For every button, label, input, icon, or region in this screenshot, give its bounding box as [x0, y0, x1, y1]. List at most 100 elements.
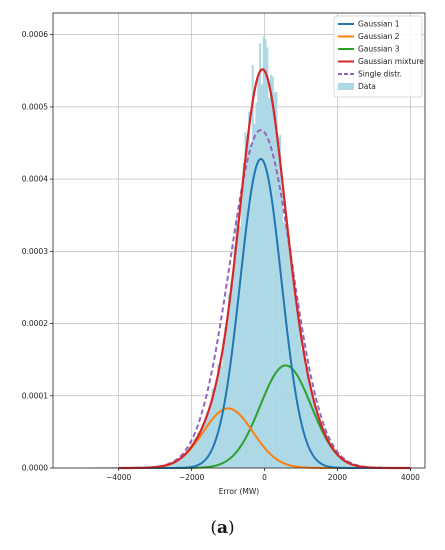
legend-box — [333, 15, 423, 98]
histogram-bar — [306, 367, 309, 468]
histogram-bar — [171, 462, 174, 468]
histogram-bar — [279, 134, 282, 469]
histogram-bar — [193, 438, 196, 468]
histogram-bar — [344, 461, 347, 468]
histogram-bar — [231, 284, 234, 468]
plot-frame — [52, 12, 426, 469]
histogram-bar — [322, 430, 325, 468]
histogram-bar — [186, 451, 189, 468]
histogram-bar — [268, 97, 271, 468]
histogram-bar — [286, 223, 289, 468]
histogram-bar — [233, 245, 236, 468]
legend-label: Gaussian 1 — [358, 20, 400, 29]
histogram-bar — [326, 437, 329, 468]
histogram-bar — [249, 144, 252, 469]
histogram-bar — [304, 368, 307, 468]
histogram-bar — [180, 456, 183, 468]
x-axis-label: Error (MW) — [219, 487, 259, 496]
histogram-bar — [253, 123, 256, 469]
histogram-bar — [280, 187, 283, 468]
histogram-bar — [352, 464, 355, 468]
histogram-bar — [202, 423, 205, 468]
histogram-bar — [333, 451, 336, 468]
histogram-bar — [302, 349, 305, 468]
histogram-bar — [291, 265, 294, 468]
x-tick-label: −2000 — [179, 473, 205, 482]
y-tick-label: 0.0005 — [22, 102, 48, 111]
histogram-bar — [270, 74, 273, 468]
histogram-bar — [189, 446, 192, 468]
histogram-bar — [187, 447, 190, 468]
figure-caption: (a) — [0, 518, 445, 538]
histogram-bar — [217, 364, 220, 468]
histogram-bar — [239, 226, 242, 468]
histogram-bar — [204, 418, 207, 468]
x-tick-label: 0 — [262, 473, 267, 482]
histogram-bar — [226, 321, 229, 468]
histogram-bar — [328, 442, 331, 468]
y-tick-label: 0.0001 — [22, 391, 48, 400]
histogram-bar — [317, 418, 320, 468]
histogram-bar — [115, 467, 118, 468]
histogram-bar — [311, 393, 314, 468]
histogram-bar — [346, 461, 349, 468]
histogram-bar — [109, 467, 112, 468]
histogram-bar — [116, 467, 119, 468]
histogram-bar — [332, 446, 335, 468]
histogram-bar — [324, 431, 327, 468]
histogram-bar — [313, 405, 316, 468]
caption-label: a — [216, 518, 228, 538]
histogram-bar — [301, 350, 304, 468]
histogram-bar — [308, 381, 311, 468]
histogram-bar — [257, 78, 260, 469]
histogram-bar — [293, 288, 296, 468]
y-tick-label: 0.0003 — [22, 247, 48, 256]
histogram-bar — [111, 467, 114, 468]
histogram-bar — [259, 43, 262, 468]
y-axis: 0.0000 0.0001 0.0002 0.0003 0.0004 0.0005 0.00… — [22, 30, 53, 473]
legend-label: Gaussian mixture — [358, 57, 424, 66]
histogram-bar — [209, 402, 212, 468]
histogram-bar — [262, 36, 265, 469]
x-tick-label: 2000 — [328, 473, 347, 482]
histogram-bar — [240, 186, 243, 468]
histogram-bar — [319, 422, 322, 468]
histogram-bar — [206, 411, 209, 468]
histogram-bar — [218, 361, 221, 468]
histogram-bar — [337, 455, 340, 468]
histogram-bar — [208, 410, 211, 468]
histogram-bar — [342, 460, 345, 468]
y-tick-label: 0.0004 — [22, 175, 48, 184]
y-tick-label: 0.0006 — [22, 30, 48, 39]
histogram-bar — [310, 391, 313, 468]
histogram-bar — [277, 137, 280, 468]
histogram-bar — [248, 111, 251, 469]
histogram-bar — [266, 47, 269, 469]
histogram-bar — [321, 429, 324, 468]
histogram-bar — [104, 467, 107, 468]
caption-close: ) — [228, 518, 235, 538]
legend-label: Gaussian 2 — [358, 32, 400, 41]
histogram-bar — [299, 322, 302, 468]
histogram-bar — [284, 222, 287, 468]
histogram-bar — [235, 218, 238, 468]
histogram-bar — [213, 393, 216, 468]
histogram-bar — [215, 380, 218, 468]
histogram-bar — [237, 226, 240, 468]
y-tick-label: 0.0000 — [22, 464, 48, 473]
histogram-bar — [330, 443, 333, 468]
histogram-bar — [229, 283, 232, 468]
histogram-bar — [335, 453, 338, 468]
histogram-bar — [178, 458, 181, 468]
curve-gaussian-mixture — [118, 68, 411, 470]
histogram-bar — [341, 457, 344, 468]
histogram-bar — [200, 426, 203, 468]
histogram-bar — [295, 296, 298, 468]
histogram-bar — [246, 136, 249, 469]
histogram-bar — [195, 436, 198, 468]
histogram-bar — [198, 434, 201, 468]
legend-swatch-data — [338, 83, 354, 90]
x-axis: −4000 −2000 0 2000 4000 — [106, 468, 420, 482]
histogram-bar — [353, 465, 356, 468]
chart: 0.0000 0.0001 0.0002 0.0003 0.0004 0.0005 0.00… — [22, 12, 426, 496]
